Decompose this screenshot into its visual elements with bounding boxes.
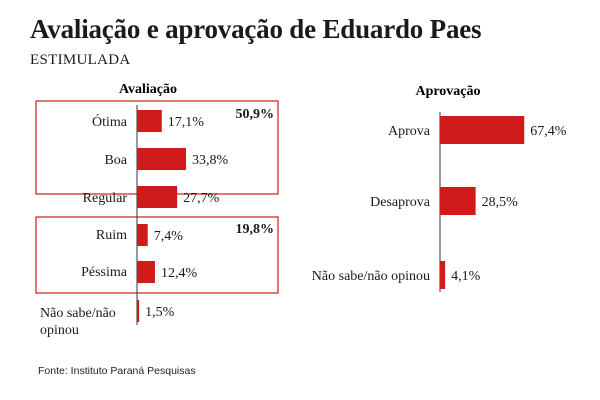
bar-otima: [137, 110, 162, 132]
value-label-pessima: 12,4%: [161, 266, 198, 281]
bar-pessima: [137, 261, 155, 283]
group-total-label-2: 19,8%: [236, 222, 275, 237]
category-label-aprova-aprovacao: Aprova: [388, 124, 431, 139]
category-label-regular: Regular: [83, 191, 128, 206]
value-label-aprova-aprovacao: 67,4%: [530, 124, 567, 139]
group-box-2: [35, 216, 279, 294]
value-label-ruim: 7,4%: [154, 229, 184, 244]
bar-regular: [137, 186, 178, 208]
value-label-regular: 27,7%: [183, 191, 220, 206]
source-note: Fonte: Instituto Paraná Pesquisas: [38, 365, 196, 377]
chart-title: Avaliação e aprovação de Eduardo Paes: [30, 14, 482, 44]
group-total-label-1: 50,9%: [236, 107, 275, 122]
category-label-nao-sabe-nao-opinou: Não sabe/não opinou: [40, 306, 116, 338]
aprovacao-panel-title: Aprovação: [415, 84, 480, 99]
bar-ruim: [137, 224, 148, 246]
avaliacao-chart: 50,9% 19,8% Ótima 17,1% Boa 33,8% Regular 27,7%…: [35, 100, 279, 338]
value-label-boa: 33,8%: [192, 153, 229, 168]
bar-boa: [137, 148, 187, 170]
category-label-nao-sabe-nao-opinou-aprovacao: Não sabe/não opinou: [312, 269, 430, 284]
value-label-desaprova-aprovacao: 28,5%: [482, 195, 519, 210]
avaliacao-panel-title: Avaliação: [119, 82, 177, 97]
chart-subtitle: ESTIMULADA: [30, 52, 131, 68]
category-label-desaprova-aprovacao: Desaprova: [370, 195, 431, 210]
category-label-ruim: Ruim: [96, 228, 127, 243]
bar-desaprova-aprovacao: [440, 187, 476, 215]
bar-nao-sabe-nao-opinou: [137, 300, 140, 322]
aprovacao-chart: Aprova 67,4% Desaprova 28,5% Não sabe/não op…: [312, 112, 567, 292]
bar-nao-sabe-nao-opinou-aprovacao: [440, 261, 446, 289]
value-label-otima: 17,1%: [168, 115, 205, 130]
value-label-nao-sabe-nao-opinou-aprovacao: 4,1%: [451, 269, 481, 284]
bar-aprova-aprovacao: [440, 116, 525, 144]
category-label-pessima: Péssima: [81, 265, 128, 280]
category-label-boa: Boa: [104, 153, 127, 168]
category-label-otima: Ótima: [92, 113, 128, 130]
value-label-nao-sabe-nao-opinou: 1,5%: [145, 305, 175, 320]
